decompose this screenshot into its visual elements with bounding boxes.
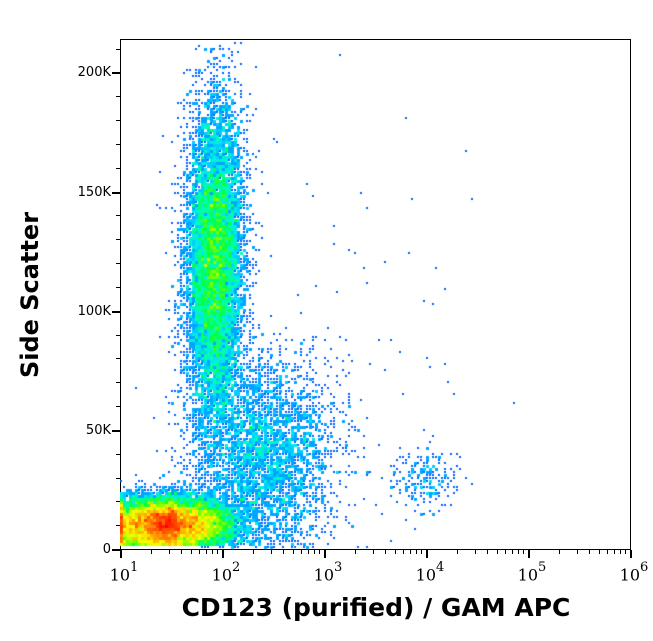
x-minor-tick	[523, 550, 524, 554]
x-minor-tick	[169, 550, 170, 554]
x-minor-tick	[181, 550, 182, 554]
x-tick-exponent: 5	[538, 560, 547, 575]
x-minor-tick	[457, 550, 458, 554]
x-major-tick	[630, 550, 632, 558]
x-major-tick	[222, 550, 224, 558]
x-minor-tick	[614, 550, 615, 554]
x-major-tick	[528, 550, 530, 558]
x-tick-label: 104	[415, 560, 445, 585]
y-major-tick	[112, 311, 120, 313]
x-minor-tick	[199, 550, 200, 554]
x-minor-tick	[497, 550, 498, 554]
y-minor-tick	[116, 525, 120, 526]
x-tick-label: 102	[211, 560, 241, 585]
x-minor-tick	[589, 550, 590, 554]
x-minor-tick	[271, 550, 272, 554]
x-minor-tick	[577, 550, 578, 554]
x-minor-tick	[410, 550, 411, 554]
x-tick-label: 106	[619, 560, 649, 585]
y-minor-tick	[116, 358, 120, 359]
y-tick-label: 0	[102, 542, 111, 557]
y-axis-title: Side Scatter	[16, 211, 44, 379]
x-minor-tick	[308, 550, 309, 554]
y-minor-tick	[116, 406, 120, 407]
y-minor-tick	[116, 263, 120, 264]
y-tick-label: 200K	[77, 65, 111, 81]
x-tick-base: 10	[415, 565, 437, 585]
x-minor-tick	[283, 550, 284, 554]
x-minor-tick	[314, 550, 315, 554]
y-tick-label: 50K	[85, 422, 111, 438]
y-minor-tick	[116, 120, 120, 121]
y-minor-tick	[116, 382, 120, 383]
x-minor-tick	[625, 550, 626, 554]
y-minor-tick	[116, 144, 120, 145]
x-tick-base: 10	[517, 565, 539, 585]
y-tick-label: 150K	[77, 184, 111, 200]
x-minor-tick	[599, 550, 600, 554]
x-tick-base: 10	[109, 565, 131, 585]
y-major-tick	[112, 549, 120, 551]
y-major-tick	[112, 430, 120, 432]
x-minor-tick	[403, 550, 404, 554]
y-minor-tick	[116, 215, 120, 216]
y-minor-tick	[116, 239, 120, 240]
x-minor-tick	[355, 550, 356, 554]
x-tick-base: 10	[313, 565, 335, 585]
x-minor-tick	[475, 550, 476, 554]
x-tick-base: 10	[211, 565, 233, 585]
x-tick-label: 105	[517, 560, 547, 585]
x-axis-title: CD123 (purified) / GAM APC	[181, 593, 571, 622]
x-minor-tick	[385, 550, 386, 554]
x-minor-tick	[217, 550, 218, 554]
y-minor-tick	[116, 335, 120, 336]
x-minor-tick	[487, 550, 488, 554]
x-major-tick	[120, 550, 122, 558]
x-tick-exponent: 3	[334, 560, 343, 575]
x-minor-tick	[559, 550, 560, 554]
x-minor-tick	[395, 550, 396, 554]
y-minor-tick	[116, 478, 120, 479]
x-minor-tick	[293, 550, 294, 554]
x-minor-tick	[421, 550, 422, 554]
x-tick-exponent: 1	[130, 560, 139, 575]
x-minor-tick	[607, 550, 608, 554]
x-tick-label: 101	[109, 560, 139, 585]
y-major-tick	[112, 72, 120, 74]
y-minor-tick	[116, 287, 120, 288]
x-minor-tick	[620, 550, 621, 554]
y-minor-tick	[116, 501, 120, 502]
y-tick-label: 100K	[77, 303, 111, 319]
x-tick-exponent: 2	[232, 560, 241, 575]
x-minor-tick	[206, 550, 207, 554]
x-tick-exponent: 4	[436, 560, 445, 575]
y-minor-tick	[116, 49, 120, 50]
x-minor-tick	[191, 550, 192, 554]
x-minor-tick	[151, 550, 152, 554]
x-minor-tick	[416, 550, 417, 554]
x-minor-tick	[512, 550, 513, 554]
x-tick-label: 103	[313, 560, 343, 585]
x-major-tick	[324, 550, 326, 558]
x-minor-tick	[212, 550, 213, 554]
x-minor-tick	[319, 550, 320, 554]
y-minor-tick	[116, 96, 120, 97]
x-minor-tick	[301, 550, 302, 554]
x-tick-base: 10	[619, 565, 641, 585]
x-minor-tick	[505, 550, 506, 554]
x-major-tick	[426, 550, 428, 558]
x-minor-tick	[253, 550, 254, 554]
density-scatter-plot	[120, 39, 631, 550]
x-tick-exponent: 6	[640, 560, 649, 575]
x-minor-tick	[373, 550, 374, 554]
y-minor-tick	[116, 168, 120, 169]
x-minor-tick	[518, 550, 519, 554]
y-minor-tick	[116, 454, 120, 455]
y-major-tick	[112, 192, 120, 194]
